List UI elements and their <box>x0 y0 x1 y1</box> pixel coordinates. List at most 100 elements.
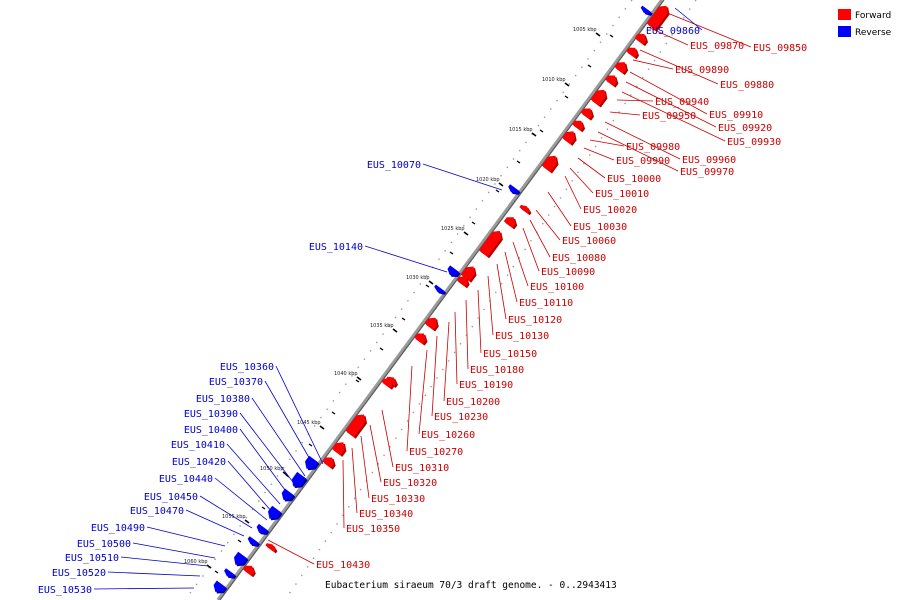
forward-gene-arrow <box>562 131 577 146</box>
reverse-leader-line <box>93 587 195 590</box>
reverse-leader-line <box>214 477 268 521</box>
forward-gene-label: EUS_10270 <box>409 447 463 458</box>
forward-gene-label: EUS_10080 <box>552 253 606 264</box>
forward-leader-line <box>535 209 561 241</box>
minor-mark <box>609 34 614 38</box>
forward-gene-arrow <box>460 266 477 283</box>
forward-gene-label: EUS_10000 <box>607 174 661 185</box>
minor-mark <box>355 379 360 383</box>
forward-gene-arrow <box>590 89 608 108</box>
reverse-gene-arrow <box>224 568 237 579</box>
forward-gene-label: EUS_09850 <box>753 43 807 54</box>
forward-gene-label: EUS_10200 <box>446 397 500 408</box>
reverse-leader-line <box>132 542 216 559</box>
reverse-leader-line <box>264 380 316 469</box>
forward-gene-arrow <box>265 543 278 554</box>
forward-gene-arrow <box>572 120 586 133</box>
reverse-leader-line <box>251 397 306 477</box>
tick-label-1015-kbp: 1015 kbp <box>509 127 533 133</box>
forward-leader-line <box>616 99 654 102</box>
minor-mark <box>214 570 219 574</box>
forward-leader-line <box>267 539 315 565</box>
leaders-layer <box>93 7 752 590</box>
guide-line-right <box>284 0 697 600</box>
reverse-leader-line <box>199 495 253 529</box>
forward-leader-line <box>454 311 458 385</box>
reverse-gene-arrow <box>234 551 249 567</box>
forward-gene-label: EUS_09870 <box>690 41 744 52</box>
forward-gene-label: EUS_10120 <box>508 315 562 326</box>
reverse-leader-line <box>226 443 281 505</box>
minor-mark <box>495 189 500 193</box>
reverse-gene-label: EUS_10490 <box>91 523 145 534</box>
reverse-gene-label: EUS_10390 <box>184 409 238 420</box>
legend: Forward Reverse <box>838 9 892 38</box>
forward-leader-line <box>522 227 540 272</box>
forward-gene-arrow <box>322 457 336 470</box>
minor-mark <box>425 284 430 288</box>
tick-label-1060-kbp: 1060 kbp <box>184 559 208 565</box>
forward-gene-arrow <box>634 33 648 47</box>
forward-gene-arrow <box>331 442 347 457</box>
minor-mark <box>564 95 569 99</box>
reverse-gene-label: EUS_10370 <box>209 377 263 388</box>
reverse-gene-arrow <box>247 536 261 547</box>
reverse-gene-label: EUS_10530 <box>38 585 92 596</box>
scale-tick: 1010 kbp <box>542 77 570 87</box>
reverse-gene-label: EUS_10410 <box>171 440 225 451</box>
tick-label-1035-kbp: 1035 kbp <box>370 323 394 329</box>
scale-tick: 1005 kbp <box>573 27 601 37</box>
forward-leader-line <box>381 409 394 468</box>
genome-backbone-shade <box>219 0 665 600</box>
forward-leader-line <box>496 263 507 320</box>
scale-tick: 1055 kbp <box>222 514 250 524</box>
reverse-gene-arrow <box>447 265 461 277</box>
forward-gene-label: EUS_09920 <box>718 123 772 134</box>
reverse-leader-line <box>422 163 503 191</box>
reverse-leader-line <box>120 556 209 567</box>
forward-leader-line <box>625 81 717 128</box>
forward-gene-label: EUS_10260 <box>421 430 475 441</box>
forward-gene-arrow <box>424 317 439 332</box>
forward-gene-label: EUS_09910 <box>709 110 763 121</box>
reverse-gene-label: EUS_10470 <box>130 506 184 517</box>
forward-leader-line <box>632 59 674 70</box>
forward-gene-label: EUS_10110 <box>519 298 573 309</box>
forward-gene-label: EUS_10060 <box>562 236 616 247</box>
forward-gene-arrow <box>478 230 503 259</box>
forward-gene-label: EUS_10190 <box>459 380 513 391</box>
forward-leader-line <box>583 147 615 161</box>
forward-leader-line <box>577 157 606 179</box>
forward-leader-line <box>504 251 518 303</box>
forward-gene-label: EUS_09880 <box>720 80 774 91</box>
reverse-leader-line <box>674 7 703 31</box>
reverse-leader-line <box>146 526 226 547</box>
reverse-gene-arrow <box>508 184 521 195</box>
reverse-gene-arrow <box>640 5 653 16</box>
forward-leader-line <box>564 175 582 210</box>
forward-gene-label: EUS_09930 <box>727 137 781 148</box>
forward-leader-line <box>487 275 494 336</box>
forward-gene-arrow <box>614 62 629 76</box>
legend-swatch-reverse <box>838 26 851 37</box>
forward-leader-line <box>529 219 551 258</box>
forward-gene-label: EUS_10310 <box>395 463 449 474</box>
reverse-gene-label: EUS_10420 <box>172 457 226 468</box>
forward-gene-label: EUS_10030 <box>573 222 627 233</box>
scale-tick: 1035 kbp <box>370 323 398 333</box>
forward-gene-label: EUS_10010 <box>595 189 649 200</box>
reverse-gene-arrow <box>291 471 308 489</box>
forward-gene-label: EUS_10320 <box>383 478 437 489</box>
minor-mark <box>516 160 521 164</box>
forward-leader-line <box>406 365 413 452</box>
tick-label-1045-kbp: 1045 kbp <box>297 420 321 426</box>
reverse-gene-label: EUS_10450 <box>144 492 198 503</box>
forward-gene-arrow <box>605 75 619 88</box>
forward-leader-line <box>431 335 438 417</box>
forward-gene-arrow <box>414 333 428 346</box>
minor-mark <box>331 411 336 415</box>
forward-gene-label: EUS_10150 <box>483 349 537 360</box>
scale-tick: 1020 kbp <box>476 177 504 187</box>
forward-leader-line <box>639 49 719 85</box>
